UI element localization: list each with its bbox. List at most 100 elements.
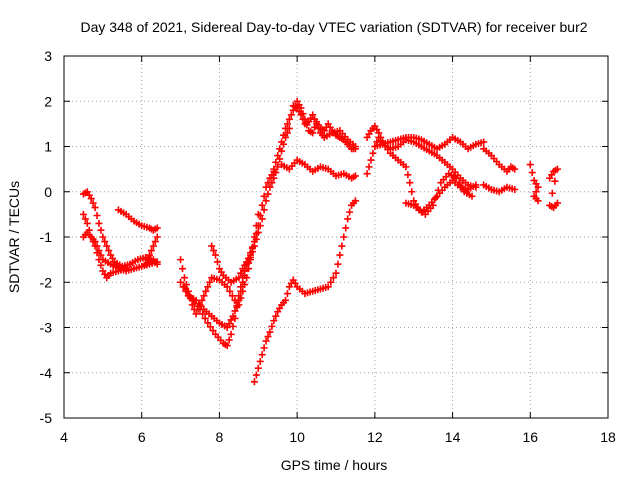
data-point (256, 212, 264, 220)
data-point (79, 210, 87, 218)
data-point (97, 261, 105, 269)
data-point (528, 169, 536, 177)
data-point (309, 111, 317, 119)
x-tick-label: 4 (60, 429, 68, 445)
data-point (145, 258, 153, 266)
data-point (511, 165, 519, 173)
data-point (95, 219, 103, 227)
data-point (280, 131, 288, 139)
data-point (151, 238, 159, 246)
data-point (480, 138, 488, 146)
data-point (225, 336, 233, 344)
series-satellite-track-H (208, 242, 255, 286)
data-point (346, 208, 354, 216)
data-point (97, 251, 105, 259)
y-tick-label: 0 (44, 184, 52, 200)
data-point (252, 230, 260, 238)
data-point (103, 242, 111, 250)
x-tick-label: 6 (138, 429, 146, 445)
data-point (553, 165, 561, 173)
data-point (122, 265, 130, 273)
data-point (231, 307, 239, 315)
data-point (223, 324, 231, 331)
data-point (258, 351, 266, 359)
data-point (223, 342, 231, 350)
data-point (285, 115, 293, 123)
data-point (177, 256, 185, 264)
data-point (351, 172, 359, 180)
data-point (402, 163, 410, 171)
data-point (384, 146, 392, 154)
data-point (87, 195, 95, 203)
x-tick-label: 16 (522, 429, 538, 445)
data-point (311, 115, 319, 123)
data-point (452, 174, 460, 182)
data-point (202, 287, 210, 295)
data-point (235, 292, 243, 300)
data-point (283, 129, 291, 137)
data-point (260, 344, 268, 352)
data-point (204, 283, 212, 291)
data-point (180, 283, 188, 291)
data-point (548, 189, 556, 197)
series-satellite-track-O (371, 133, 488, 153)
data-point (264, 333, 272, 341)
data-point (281, 296, 289, 304)
data-point (340, 233, 348, 241)
data-point (177, 278, 185, 286)
data-point (153, 260, 161, 268)
data-point (231, 314, 239, 322)
series-satellite-track-K (278, 156, 359, 182)
data-point (327, 278, 335, 286)
y-tick-label: -1 (40, 229, 53, 245)
data-point (204, 319, 212, 327)
data-point (237, 283, 245, 291)
data-point (369, 149, 377, 157)
data-point (299, 115, 307, 123)
series-satellite-track-Q (480, 145, 519, 175)
x-tick-labels: 4 6 8 10 12 14 16 18 (60, 429, 616, 445)
y-tick-label: -3 (40, 320, 53, 336)
data-point (101, 238, 109, 246)
data-point (468, 192, 476, 200)
data-point (272, 312, 280, 320)
data-point (200, 292, 208, 300)
data-point (338, 242, 346, 250)
data-point (153, 224, 161, 232)
data-point (225, 320, 233, 328)
data-point (262, 183, 270, 191)
data-point (260, 206, 268, 214)
data-point (228, 292, 236, 300)
data-point (266, 328, 274, 336)
data-point (262, 337, 270, 345)
data-point (210, 247, 218, 255)
data-point (534, 183, 542, 191)
data-point (145, 251, 153, 259)
x-tick-label: 10 (289, 429, 305, 445)
data-point (332, 269, 340, 277)
data-point (329, 274, 337, 282)
data-point (534, 197, 542, 205)
data-point (226, 287, 234, 295)
data-point (408, 188, 416, 196)
data-point (192, 310, 200, 318)
data-point (81, 215, 89, 223)
data-point (276, 145, 284, 153)
data-point (206, 323, 214, 331)
data-point (91, 204, 99, 212)
data-point (183, 287, 191, 295)
data-point (87, 233, 95, 241)
data-point (149, 242, 157, 250)
data-point (406, 179, 414, 187)
data-point (264, 190, 272, 198)
data-point (281, 124, 289, 132)
data-point (99, 233, 107, 241)
series-satellite-track-B (79, 188, 161, 270)
data-point (89, 238, 97, 246)
data-point (93, 249, 101, 257)
data-point (196, 305, 204, 313)
data-point (186, 292, 194, 300)
data-point (208, 242, 216, 250)
data-point (274, 163, 282, 171)
